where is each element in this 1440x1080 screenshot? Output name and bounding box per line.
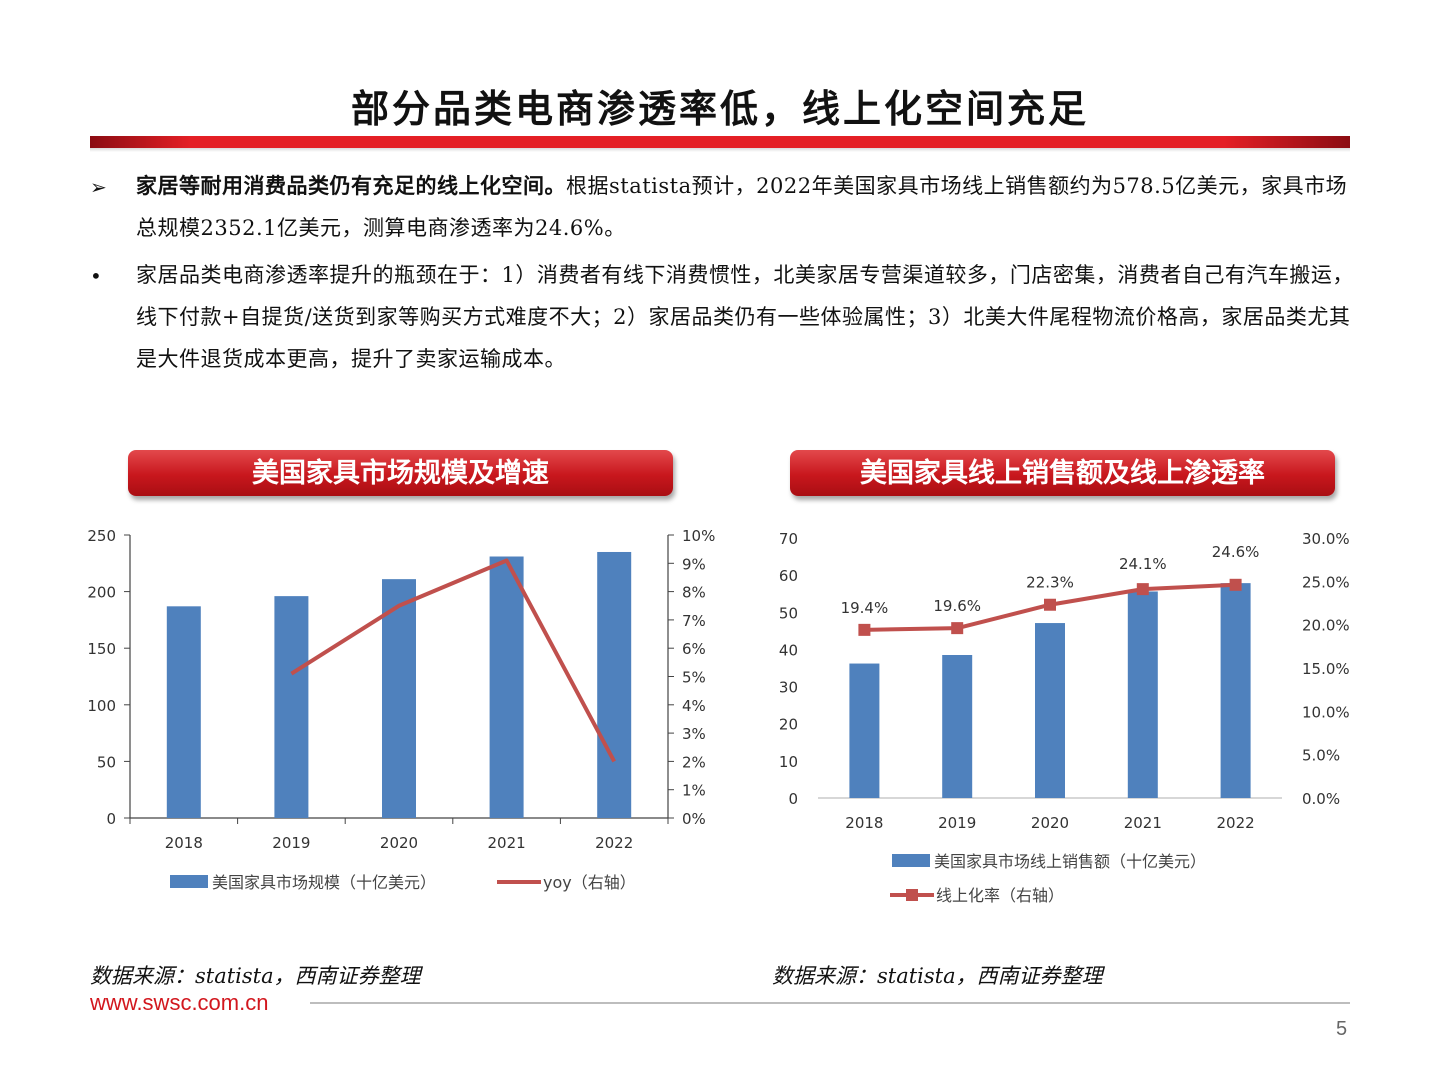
x-axis-tick-label: 2018 — [845, 814, 883, 832]
bar-2018 — [166, 606, 201, 818]
bar-2018 — [849, 663, 880, 798]
line-marker-2018 — [858, 623, 871, 636]
page-title: 部分品类电商渗透率低，线上化空间充足 — [350, 86, 1089, 131]
x-axis-tick-label: 2020 — [1031, 814, 1069, 832]
line-marker-2021 — [1136, 583, 1149, 596]
bar-2022 — [1220, 583, 1251, 798]
data-label-2018: 19.4% — [841, 599, 889, 617]
right-axis-tick-label: 3% — [682, 725, 706, 743]
footer-url: www.swsc.com.cn — [90, 990, 269, 1015]
line-series — [290, 558, 616, 763]
bar-2020 — [382, 579, 416, 818]
line-marker-2022 — [1229, 578, 1242, 591]
x-axis-tick-label: 2020 — [380, 834, 418, 852]
title-divider — [90, 136, 1350, 148]
legend-line-label: yoy（右轴） — [543, 873, 636, 892]
bar-2019 — [942, 655, 973, 798]
right-axis-tick-label: 30.0% — [1302, 530, 1350, 548]
right-source-note: 数据来源：statista，西南证券整理 — [772, 964, 1103, 988]
right-axis-tick-label: 4% — [682, 697, 706, 715]
paragraph-1-bold: 家居等耐用消费品类仍有充足的线上化空间。 — [136, 173, 566, 198]
title-divider-shadow — [90, 148, 1350, 152]
right-axis-tick-label: 10% — [682, 527, 715, 545]
x-axis-tick-label: 2021 — [488, 834, 526, 852]
line-marker-2020 — [1044, 598, 1056, 611]
data-label-2022: 24.6% — [1212, 543, 1260, 561]
left-axis-tick-label: 70 — [779, 530, 798, 548]
x-axis-tick-label: 2019 — [272, 834, 310, 852]
left-axis-tick-label: 60 — [779, 567, 798, 585]
left-axis-tick-label: 150 — [87, 640, 116, 658]
page-number: 5 — [1336, 1018, 1348, 1040]
market-size-chart: 0 50 100 150 200 250 0% 1% 2% 3% 4% 5% 6% 7% 8% 9% 10% 20… — [87, 527, 715, 892]
bullet-arrow-icon: ➢ — [90, 175, 107, 199]
bar-2022 — [597, 551, 632, 818]
left-axis-tick-label: 20 — [779, 716, 798, 734]
paragraph-2-text: 家居品类电商渗透率提升的瓶颈在于：1）消费者有线下消费惯性，北美家居专营渠道较多… — [136, 263, 1354, 371]
left-axis-tick-label: 10 — [779, 753, 798, 771]
line-marker-2019 — [951, 622, 964, 635]
x-axis-tick-label: 2018 — [165, 834, 203, 852]
left-axis-tick-label: 40 — [779, 641, 798, 659]
legend-bar-swatch — [170, 875, 208, 888]
data-label-2021: 24.1% — [1119, 555, 1167, 573]
bar-2020 — [1035, 623, 1065, 798]
right-axis-tick-label: 0.0% — [1302, 790, 1340, 808]
data-label-2020: 22.3% — [1026, 574, 1074, 592]
x-axis-tick-label: 2021 — [1124, 814, 1162, 832]
right-axis-tick-label: 6% — [682, 640, 706, 658]
right-axis-tick-label: 8% — [682, 584, 706, 602]
x-axis-tick-label: 2019 — [938, 814, 976, 832]
right-axis-tick-label: 2% — [682, 753, 706, 771]
right-axis-tick-label: 15.0% — [1302, 660, 1350, 678]
legend-bar-label: 美国家具市场线上销售额（十亿美元） — [934, 852, 1206, 871]
left-axis-tick-label: 0 — [106, 810, 116, 828]
right-axis-tick-label: 20.0% — [1302, 617, 1350, 635]
online-sales-chart: 0 10 20 30 40 50 60 70 0.0% 5.0% 10.0% 15.0% 20.0% 25… — [779, 530, 1350, 905]
legend-bar-label: 美国家具市场规模（十亿美元） — [212, 873, 436, 892]
bar-2019 — [274, 596, 309, 818]
legend-line-label: 线上化率（右轴） — [936, 886, 1064, 905]
left-axis-tick-label: 50 — [779, 604, 798, 622]
left-axis-tick-label: 30 — [779, 679, 798, 697]
left-axis-tick-label: 200 — [87, 584, 116, 602]
left-axis-tick-label: 0 — [788, 790, 798, 808]
right-axis-tick-label: 7% — [682, 612, 706, 630]
left-chart-banner: 美国家具市场规模及增速 — [128, 450, 673, 496]
right-axis-tick-label: 5.0% — [1302, 747, 1340, 765]
data-label-2019: 19.6% — [933, 597, 981, 615]
legend-bar-swatch — [892, 854, 930, 867]
right-axis-tick-label: 10.0% — [1302, 703, 1350, 721]
paragraph-1-text: 根据statista预计，2022年美国家具市场线上销售额约为578.5亿美元，… — [136, 174, 1348, 240]
x-axis-tick-label: 2022 — [1217, 814, 1255, 832]
paragraph-2: 家居品类电商渗透率提升的瓶颈在于：1）消费者有线下消费惯性，北美家居专营渠道较多… — [136, 254, 1366, 380]
x-axis-tick-label: 2022 — [595, 834, 633, 852]
left-axis-tick-label: 250 — [87, 527, 116, 545]
right-chart-banner: 美国家具线上销售额及线上渗透率 — [790, 450, 1335, 496]
bullet-dot-icon: • — [90, 264, 102, 288]
right-axis-tick-label: 1% — [682, 782, 706, 800]
bar-2021 — [489, 556, 524, 818]
footer-divider — [310, 1002, 1350, 1004]
left-axis-tick-label: 100 — [87, 697, 116, 715]
paragraph-1: 家居等耐用消费品类仍有充足的线上化空间。根据statista预计，2022年美国… — [136, 165, 1366, 249]
right-axis-tick-label: 5% — [682, 669, 706, 687]
left-source-note: 数据来源：statista，西南证券整理 — [90, 964, 421, 988]
left-axis-tick-label: 50 — [97, 753, 116, 771]
legend-line-marker — [906, 889, 918, 901]
right-axis-tick-label: 25.0% — [1302, 573, 1350, 591]
right-axis-tick-label: 0% — [682, 810, 706, 828]
right-axis-tick-label: 9% — [682, 555, 706, 573]
bar-2021 — [1127, 591, 1158, 798]
